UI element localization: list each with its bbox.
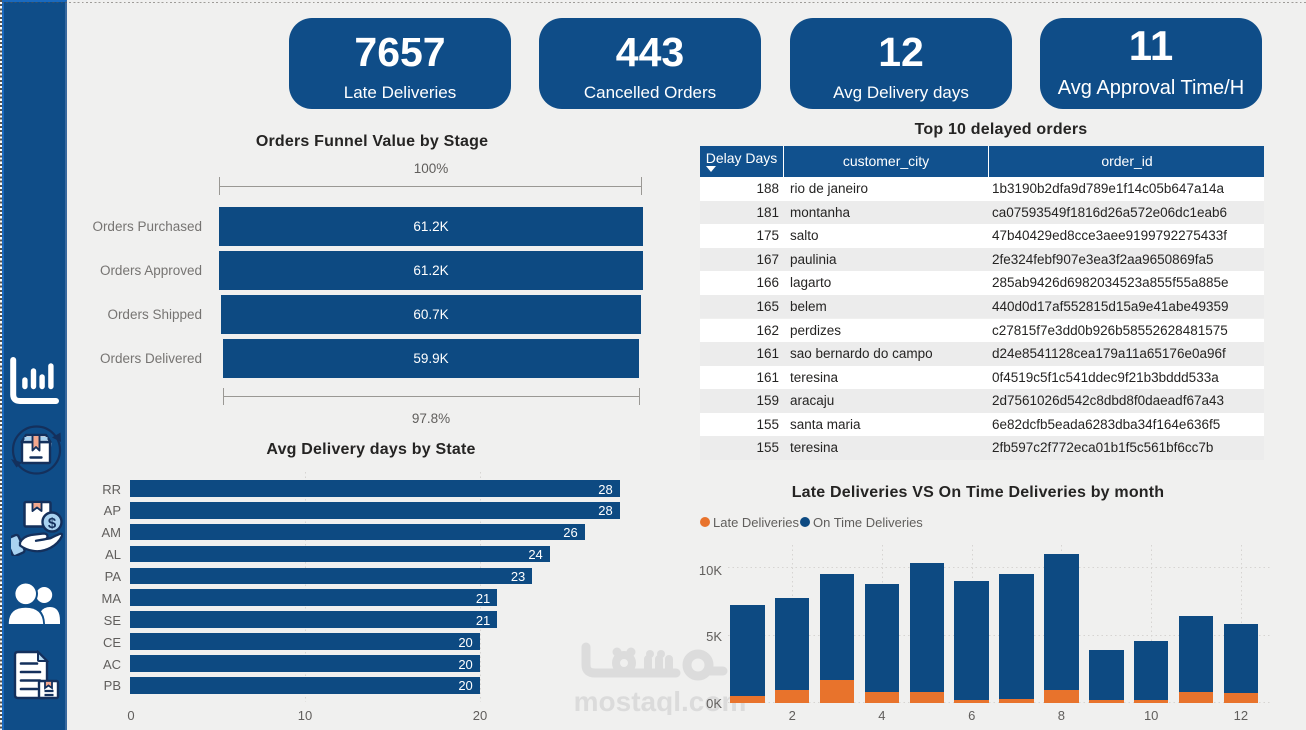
svg-text:mostaql.com: mostaql.com	[574, 686, 747, 715]
svg-text:$: $	[48, 515, 57, 532]
